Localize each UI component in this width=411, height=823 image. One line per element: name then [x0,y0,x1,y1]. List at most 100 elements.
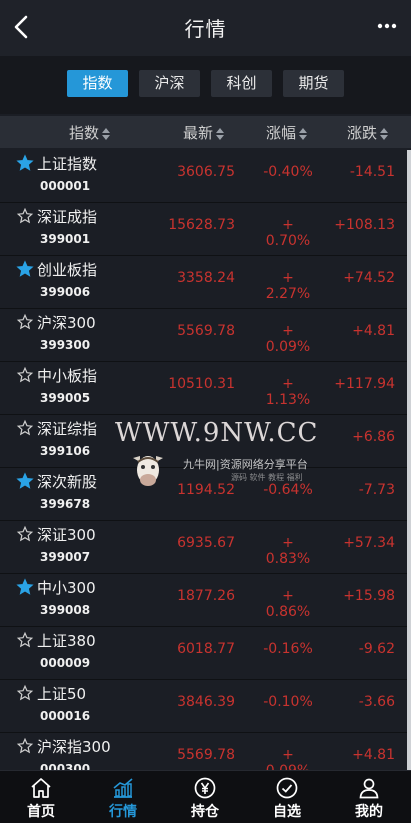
latest-price: 1194.52 [177,482,235,498]
sort-icon [102,127,111,140]
latest-price: 15628.73 [168,217,235,233]
index-code: 399006 [40,285,91,299]
index-row[interactable]: 深证300 399007 6935.67 + 0.83% +57.34 [0,521,411,574]
change-value: +74.52 [343,270,395,286]
favorite-star-icon[interactable] [16,578,34,596]
favorite-star-outline-icon[interactable] [16,684,34,702]
index-name: 上证380 [37,632,96,650]
change-value: +4.81 [352,747,395,763]
change-value: +15.98 [343,588,395,604]
tab-futures[interactable]: 期货 [283,70,344,97]
latest-price: 5569.78 [177,323,235,339]
index-code: 399001 [40,232,91,246]
latest-price: 3846.39 [177,694,235,710]
change-percent: -0.40% [263,164,313,180]
change-value: +57.34 [343,535,395,551]
change-value: +117.94 [334,376,395,392]
change-value: +4.81 [352,323,395,339]
favorite-star-outline-icon[interactable] [16,366,34,384]
change-value: -14.51 [349,164,395,180]
index-code: 399005 [40,391,91,405]
latest-price: 1877.26 [177,588,235,604]
index-code: 000009 [40,656,91,670]
change-value: -9.62 [358,641,395,657]
index-code: 000016 [40,709,91,723]
index-name: 创业板指 [37,261,98,279]
more-options-icon[interactable] [375,18,399,34]
index-row[interactable]: 创业板指 399006 3358.24 + 2.27% +74.52 [0,256,411,309]
favorite-star-outline-icon[interactable] [16,525,34,543]
tab-shanghai-shenzhen[interactable]: 沪深 [139,70,200,97]
favorite-star-outline-icon[interactable] [16,419,34,437]
sort-by-change-pct[interactable]: 涨幅 [266,122,308,143]
sort-icon [299,127,308,140]
index-row[interactable]: 中小300 399008 1877.26 + 0.86% +15.98 [0,574,411,627]
index-name: 深证成指 [37,208,98,226]
top-bar: 行情 [0,0,411,56]
sort-by-name[interactable]: 指数 [69,122,111,143]
index-name: 沪深300 [37,314,96,332]
nav-home[interactable]: 首页 [0,771,82,823]
check-icon [276,777,298,799]
index-code: 399678 [40,497,91,511]
index-row[interactable]: 上证380 000009 6018.77 -0.16% -9.62 [0,627,411,680]
index-name: 深次新股 [37,473,98,491]
change-value: +108.13 [334,217,395,233]
nav-market[interactable]: 行情 [82,771,164,823]
index-name: 中小300 [37,579,96,597]
chart-icon [113,778,133,798]
favorite-star-outline-icon[interactable] [16,631,34,649]
index-row[interactable]: 上证指数 000001 3606.75 -0.40% -14.51 [0,150,411,203]
category-tab-bar: 指数 沪深 科创 期货 [0,56,411,114]
favorite-star-outline-icon[interactable] [16,207,34,225]
index-name: 深证300 [37,526,96,544]
index-code: 399008 [40,603,91,617]
yen-icon [194,777,216,799]
nav-watchlist[interactable]: 自选 [246,771,328,823]
sort-by-change[interactable]: 涨跌 [347,122,389,143]
latest-price: 10510.31 [168,376,235,392]
scrollbar[interactable] [407,150,411,770]
index-row[interactable]: 深证成指 399001 15628.73 + 0.70% +108.13 [0,203,411,256]
change-value: -7.73 [358,482,395,498]
latest-price: 3606.75 [177,164,235,180]
index-row[interactable]: 深次新股 399678 1194.52 -0.64% -7.73 [0,468,411,521]
favorite-star-icon[interactable] [16,260,34,278]
tab-index[interactable]: 指数 [67,70,128,97]
column-header: 指数 最新 涨幅 涨跌 [0,116,411,148]
favorite-star-icon[interactable] [16,154,34,172]
index-name: 深证综指 [37,420,98,438]
index-row[interactable]: 中小板指 399005 10510.31 + 1.13% +117.94 [0,362,411,415]
change-percent: -0.10% [263,694,313,710]
index-list: 上证指数 000001 3606.75 -0.40% -14.51 深证成指 3… [0,150,411,786]
index-name: 中小板指 [37,367,98,385]
change-percent: + 0.09% [265,323,311,355]
user-icon [359,778,379,799]
index-row[interactable]: 上证50 000016 3846.39 -0.10% -3.66 [0,680,411,733]
index-row[interactable]: 深证综指 399106 +6.86 [0,415,411,468]
index-code: 000001 [40,179,91,193]
home-icon [31,778,51,798]
favorite-star-outline-icon[interactable] [16,737,34,755]
favorite-star-icon[interactable] [16,472,34,490]
sort-icon [216,127,225,140]
favorite-star-outline-icon[interactable] [16,313,34,331]
nav-positions[interactable]: 持仓 [164,771,246,823]
change-percent: + 0.83% [265,535,311,567]
index-code: 399007 [40,550,91,564]
sort-by-latest[interactable]: 最新 [183,122,225,143]
change-percent: -0.64% [263,482,313,498]
change-value: +6.86 [352,429,395,445]
index-name: 上证50 [37,685,87,703]
change-value: -3.66 [358,694,395,710]
index-row[interactable]: 沪深300 399300 5569.78 + 0.09% +4.81 [0,309,411,362]
bottom-navigation: 首页 行情 持仓 自选 我的 [0,770,411,823]
back-arrow-icon[interactable] [8,12,36,42]
sort-icon [380,127,389,140]
latest-price: 6935.67 [177,535,235,551]
nav-profile[interactable]: 我的 [328,771,410,823]
change-percent: + 1.13% [265,376,311,408]
latest-price: 5569.78 [177,747,235,763]
latest-price: 3358.24 [177,270,235,286]
tab-star-market[interactable]: 科创 [211,70,272,97]
